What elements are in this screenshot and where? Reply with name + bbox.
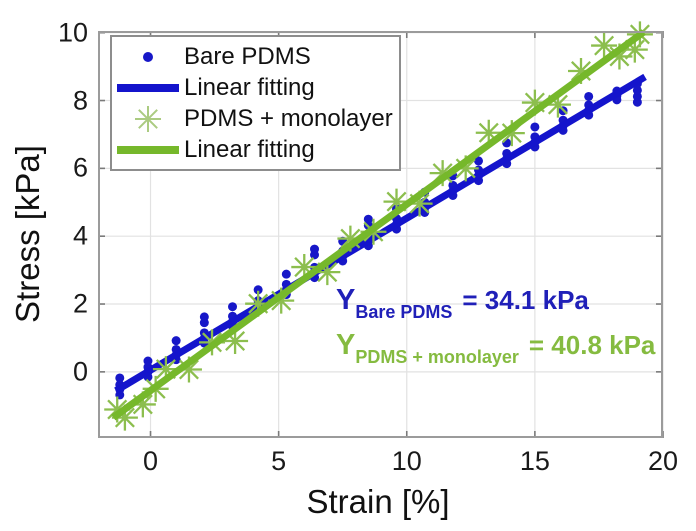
pdms-monolayer-data-point xyxy=(291,254,318,281)
line-swatch-icon xyxy=(117,145,179,154)
pdms-monolayer-data-point xyxy=(175,356,202,383)
legend-item-linear-fitting: Linear fitting xyxy=(112,134,399,165)
legend-item-linear-fitting: Linear fitting xyxy=(112,72,399,103)
pdms-monolayer-data-point xyxy=(521,89,548,116)
y-tick-label: 4 xyxy=(72,220,88,251)
legend-label: Linear fitting xyxy=(184,73,315,101)
linear-fit-line xyxy=(114,73,647,394)
line-marker-icon xyxy=(112,83,184,92)
pdms-monolayer-data-point xyxy=(568,58,595,85)
pdms-monolayer-data-point xyxy=(406,190,433,217)
y-tick-label: 0 xyxy=(72,356,88,387)
pdms-monolayer-data-point xyxy=(129,391,156,418)
legend-label: Linear fitting xyxy=(184,135,315,163)
pdms-monolayer-data-point xyxy=(337,225,364,252)
asterisk-icon xyxy=(135,105,161,132)
asterisk-marker-icon xyxy=(112,104,184,134)
x-tick-label: 15 xyxy=(519,446,550,476)
pdms-monolayer-data-point xyxy=(268,287,295,314)
modulus-annotation-pdms-monolayer: YPDMS + monolayer = 40.8 kPa xyxy=(336,329,656,367)
y-tick-label: 2 xyxy=(72,288,88,319)
bare-pdms-data-point xyxy=(281,269,291,279)
pdms-monolayer-data-point xyxy=(314,259,341,286)
pdms-monolayer-data-point xyxy=(111,404,138,431)
bare-pdms-data-point xyxy=(474,156,484,166)
pdms-monolayer-data-point xyxy=(429,160,456,187)
linear-fit-line xyxy=(111,29,646,421)
pdms-monolayer-data-point xyxy=(621,36,648,63)
x-tick-label: 0 xyxy=(143,446,159,476)
modulus-annotation-bare-pdms: YBare PDMS = 34.1 kPa xyxy=(336,284,589,322)
y-axis-title: Stress [kPa] xyxy=(9,145,46,323)
bare-pdms-data-point xyxy=(632,85,642,95)
line-swatch-icon xyxy=(117,83,179,92)
annotation-subscript: PDMS + monolayer xyxy=(355,347,519,367)
x-tick-label: 20 xyxy=(647,446,679,476)
bare-pdms-data-point xyxy=(143,356,153,366)
line-marker-icon xyxy=(112,145,184,154)
legend-label: Bare PDMS xyxy=(184,42,311,70)
annotation-symbol: Y xyxy=(336,329,356,361)
bare-pdms-data-point xyxy=(310,244,320,254)
bare-pdms-data-point xyxy=(530,122,540,132)
pdms-monolayer-data-point xyxy=(544,91,571,118)
legend-item-pdms-monolayer: PDMS + monolayer xyxy=(112,103,399,134)
y-tick-label: 6 xyxy=(72,152,88,183)
pdms-monolayer-data-point xyxy=(452,155,479,182)
x-tick-label: 10 xyxy=(391,446,422,476)
bare-pdms-data-point xyxy=(115,373,125,383)
annotation-value: = 40.8 kPa xyxy=(528,330,656,360)
pdms-monolayer-data-point xyxy=(475,119,502,146)
pdms-monolayer-data-point xyxy=(222,327,249,354)
bare-pdms-data-point xyxy=(363,214,373,224)
annotation-subscript: Bare PDMS xyxy=(355,302,453,322)
pdms-monolayer-data-point xyxy=(498,120,525,147)
x-axis-title: Strain [%] xyxy=(306,483,450,520)
pdms-monolayer-data-point xyxy=(245,290,272,317)
dot-icon xyxy=(143,51,153,62)
annotation-value: = 34.1 kPa xyxy=(462,285,589,315)
legend-label: PDMS + monolayer xyxy=(184,104,393,132)
dot-marker-icon xyxy=(112,51,184,62)
bare-pdms-data-point xyxy=(228,302,238,312)
annotation-symbol: Y xyxy=(336,284,356,316)
x-tick-label: 5 xyxy=(271,446,287,476)
pdms-monolayer-data-point xyxy=(591,32,618,59)
pdms-monolayer-data-point xyxy=(383,188,410,215)
legend-item-bare-pdms: Bare PDMS xyxy=(112,41,399,72)
pdms-monolayer-data-point xyxy=(606,43,633,70)
y-tick-label: 8 xyxy=(72,85,88,116)
bare-pdms-data-point xyxy=(253,285,263,295)
pdms-monolayer-data-point xyxy=(152,356,179,383)
bare-pdms-data-point xyxy=(584,91,594,101)
bare-pdms-data-point xyxy=(171,336,181,346)
bare-pdms-data-point xyxy=(199,312,209,322)
legend: Bare PDMS Linear fitting PDMS + monolayer L… xyxy=(110,35,401,171)
y-tick-label: 10 xyxy=(57,17,88,48)
